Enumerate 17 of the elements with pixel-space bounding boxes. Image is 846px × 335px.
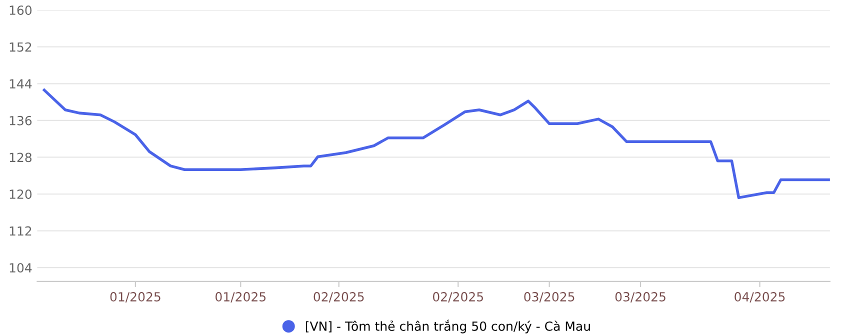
x-tick-label: 02/2025 bbox=[314, 292, 364, 302]
y-tick-label: 136 bbox=[10, 116, 32, 126]
line-series bbox=[42, 88, 830, 200]
x-tick-label: 02/2025 bbox=[432, 292, 483, 302]
x-tick-label: 03/2025 bbox=[524, 292, 574, 302]
y-tick-label: 104 bbox=[10, 263, 32, 273]
x-tick-label: 03/2025 bbox=[615, 292, 666, 302]
x-tick-label: 01/2025 bbox=[110, 292, 160, 302]
x-tick-label: 04/2025 bbox=[734, 292, 785, 302]
legend-label: [VN] - Tôm thẻ chân trắng 50 con/ký - Cà Mau bbox=[306, 320, 590, 334]
y-tick-label: 152 bbox=[10, 42, 32, 52]
y-tick-label: 120 bbox=[10, 189, 32, 199]
x-tick-label: 01/2025 bbox=[216, 292, 266, 302]
y-tick-label: 112 bbox=[10, 226, 32, 236]
y-tick-label: 144 bbox=[10, 79, 32, 88]
y-tick-label: 128 bbox=[10, 152, 32, 162]
y-tick-label: 160 bbox=[10, 6, 32, 15]
